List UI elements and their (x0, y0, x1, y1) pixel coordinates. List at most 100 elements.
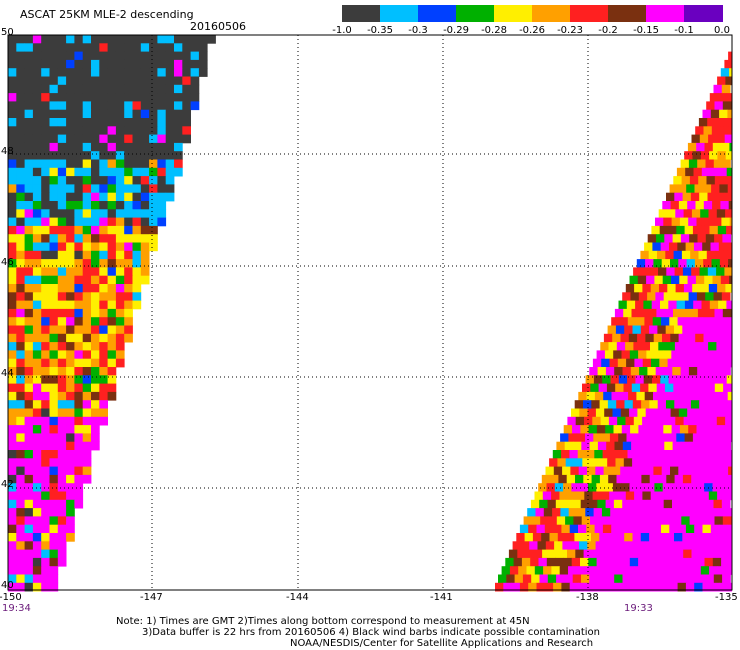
swath-cell (24, 458, 34, 467)
swath-cell (8, 557, 17, 567)
swath-cell (82, 292, 92, 301)
swath-cell (82, 192, 92, 202)
swath-cell (66, 508, 75, 517)
swath-cell (636, 317, 645, 326)
swath-cell (722, 516, 732, 526)
swath-cell (66, 408, 75, 418)
swath-cell (190, 93, 200, 102)
swath-cell (82, 176, 92, 185)
swath-cell (644, 317, 654, 326)
swath-cell (57, 350, 67, 360)
swath-cell (573, 516, 583, 526)
swath-cell (728, 333, 732, 343)
swath-cell (124, 325, 133, 335)
swath-cell (578, 582, 587, 592)
swath-cell (677, 524, 687, 534)
swath-cell (41, 51, 50, 61)
swath-cell (32, 433, 42, 443)
swath-cell (107, 375, 117, 384)
swath-cell (616, 474, 626, 484)
swath-cell (157, 43, 167, 52)
swath-cell (723, 325, 732, 335)
swath-cell (637, 408, 647, 418)
swath-cell (661, 466, 671, 476)
swath-cell (509, 566, 519, 575)
swath-cell (49, 275, 59, 285)
colorbar-swatch (646, 5, 685, 22)
swath-cell (66, 350, 75, 360)
swath-cell (99, 159, 108, 169)
swath-cell (41, 333, 50, 343)
swath-cell (547, 574, 557, 584)
swath-cell (576, 566, 585, 575)
swath-cell (610, 508, 619, 517)
swath-cell (581, 516, 591, 526)
swath-cell (591, 549, 601, 559)
swath-cell (99, 209, 108, 218)
swath-cell (712, 201, 721, 210)
swath-cell (706, 308, 715, 318)
swath-cell (565, 516, 574, 526)
swath-cell (124, 167, 133, 177)
swath-cell (91, 142, 100, 152)
swath-cell (700, 151, 710, 160)
swath-cell (16, 458, 25, 467)
swath-cell (729, 557, 732, 567)
swath-cell (16, 533, 25, 542)
swath-cell (8, 267, 17, 277)
lat-label-48: 48 (1, 146, 14, 157)
swath-cell (57, 201, 67, 210)
colorbar-label: -0.26 (519, 25, 545, 36)
swath-cell (91, 275, 100, 285)
swath-cell (157, 192, 167, 202)
swath-cell (41, 267, 50, 277)
swath-cell (74, 209, 84, 218)
swath-cell (624, 325, 633, 335)
swath-cell (687, 350, 697, 360)
swath-cell (8, 142, 17, 152)
swath-cell (729, 68, 732, 77)
swath-cell (645, 408, 655, 418)
swath-cell (49, 433, 59, 443)
swath-cell (16, 367, 25, 376)
swath-cell (591, 474, 601, 484)
swath-cell (8, 325, 17, 335)
swath-cell (49, 250, 59, 260)
swath-cell (57, 76, 67, 86)
swath-cell (609, 433, 619, 443)
swath-cell (688, 574, 698, 584)
swath-cell (678, 333, 688, 343)
swath-cell (719, 184, 729, 194)
swath-cell (8, 367, 17, 376)
swath-cell (680, 292, 689, 301)
swath-cell (673, 516, 682, 526)
swath-cell (74, 250, 84, 260)
swath-cell (679, 425, 689, 434)
swath-cell (654, 483, 664, 492)
swath-cell (24, 433, 34, 443)
swath-cell (107, 126, 117, 135)
swath-cell (729, 483, 732, 492)
swath-cell (667, 491, 676, 501)
swath-cell (645, 333, 655, 343)
swath-cell (672, 234, 682, 243)
swath-cell (66, 416, 75, 426)
swath-cell (710, 450, 720, 459)
swath-cell (670, 259, 679, 268)
swath-cell (703, 466, 712, 476)
swath-cell (601, 508, 611, 517)
swath-cell (132, 292, 142, 301)
swath-cell (8, 126, 17, 135)
swath-cell (16, 308, 25, 318)
swath-cell (41, 292, 50, 301)
swath-cell (91, 317, 100, 326)
swath-cell (49, 192, 59, 202)
swath-cell (57, 557, 67, 567)
swath-cell (165, 176, 175, 185)
swath-cell (634, 284, 643, 293)
swath-cell (728, 201, 732, 210)
swath-cell (32, 441, 42, 451)
swath-cell (655, 217, 664, 227)
swath-cell (691, 134, 701, 144)
swath-cell (685, 167, 694, 177)
